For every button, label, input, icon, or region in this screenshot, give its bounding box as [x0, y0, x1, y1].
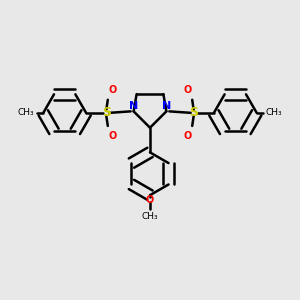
- Text: O: O: [183, 131, 192, 141]
- Text: S: S: [189, 106, 198, 119]
- Text: N: N: [129, 101, 138, 111]
- Text: O: O: [108, 131, 117, 141]
- Text: S: S: [102, 106, 111, 119]
- Text: N: N: [162, 101, 171, 111]
- Text: CH₃: CH₃: [142, 212, 158, 220]
- Text: O: O: [183, 85, 192, 95]
- Text: O: O: [108, 85, 117, 95]
- Text: O: O: [146, 195, 154, 205]
- Text: CH₃: CH₃: [266, 108, 282, 117]
- Text: CH₃: CH₃: [18, 108, 34, 117]
